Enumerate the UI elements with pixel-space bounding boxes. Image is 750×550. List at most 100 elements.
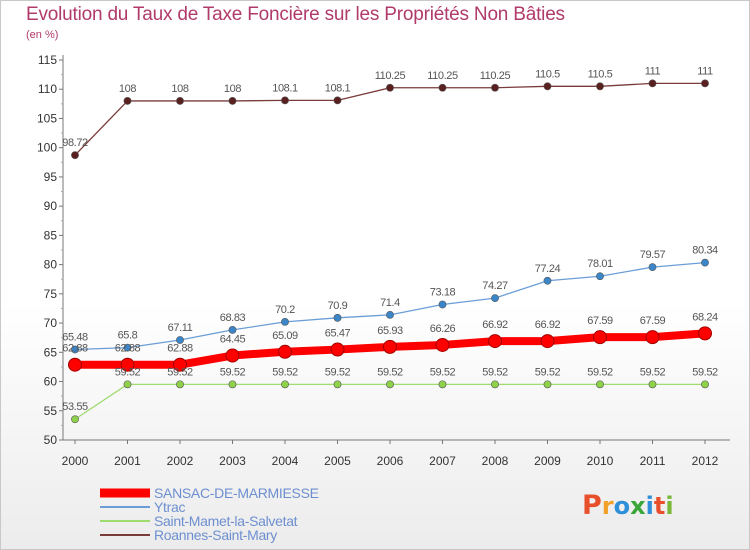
logo-letter: i [665, 492, 674, 520]
logo-letter: r [601, 492, 614, 520]
data-label-roannes-saint-mary: 108 [171, 83, 188, 95]
point-ytrac [123, 343, 132, 352]
data-label-sansac-de-marmiesse: 66.92 [482, 319, 508, 331]
y-tick-label: 80 [44, 258, 58, 272]
data-label-ytrac: 79.57 [640, 249, 666, 261]
x-tick-label: 2009 [534, 454, 561, 468]
data-label-roannes-saint-mary: 108 [224, 83, 241, 95]
logo-letter: o [613, 492, 631, 520]
data-label-ytrac: 78.01 [587, 258, 613, 270]
point-sansac-de-marmiesse [173, 357, 187, 372]
y-tick-label: 60 [44, 375, 58, 389]
y-tick-label: 50 [44, 433, 58, 447]
data-label-saint-mamet-la-salvetat: 59.52 [115, 366, 141, 378]
y-tick-label: 70 [44, 316, 58, 330]
point-roannes-saint-mary [438, 83, 447, 92]
data-label-sansac-de-marmiesse: 66.26 [430, 323, 456, 335]
data-label-saint-mamet-la-salvetat: 59.52 [430, 366, 456, 378]
y-tick-label: 100 [37, 141, 57, 155]
logo-letter: i [645, 492, 654, 520]
point-roannes-saint-mary [491, 83, 499, 92]
data-label-saint-mamet-la-salvetat: 59.52 [535, 366, 561, 378]
point-sansac-de-marmiesse [330, 342, 345, 357]
point-sansac-de-marmiesse [435, 337, 450, 352]
point-saint-mamet-la-salvetat [333, 380, 342, 389]
data-label-saint-mamet-la-salvetat: 59.52 [167, 366, 193, 378]
y-tick-label: 85 [44, 228, 58, 242]
data-label-ytrac: 68.83 [220, 312, 246, 324]
point-ytrac [596, 272, 604, 281]
data-label-saint-mamet-la-salvetat: 59.52 [587, 366, 613, 378]
data-label-roannes-saint-mary: 108.1 [325, 82, 351, 94]
point-ytrac [648, 263, 657, 272]
point-roannes-saint-mary [123, 97, 132, 105]
point-saint-mamet-la-salvetat [281, 380, 289, 389]
legend-swatch [100, 488, 150, 498]
legend-swatch [100, 534, 150, 536]
legend-label: Saint-Mamet-la-Salvetat [154, 513, 298, 529]
logo-letter: t [653, 492, 666, 520]
y-tick-label: 75 [44, 287, 58, 301]
data-label-roannes-saint-mary: 110.5 [535, 68, 560, 80]
y-tick-label: 55 [44, 404, 58, 418]
point-roannes-saint-mary [228, 97, 237, 105]
point-sansac-de-marmiesse [645, 330, 660, 345]
point-saint-mamet-la-salvetat [386, 380, 394, 389]
x-tick-label: 2006 [377, 454, 404, 468]
chart-subtitle: (en %) [26, 29, 59, 41]
data-label-saint-mamet-la-salvetat: 59.52 [220, 366, 246, 378]
x-tick-label: 2001 [114, 454, 141, 468]
point-ytrac [228, 326, 237, 334]
y-tick-label: 105 [37, 111, 57, 125]
data-label-ytrac: 70.9 [328, 300, 348, 312]
x-tick-label: 2003 [219, 454, 246, 468]
point-ytrac [333, 313, 342, 322]
data-label-ytrac: 65.8 [118, 330, 138, 342]
point-ytrac [281, 318, 289, 326]
legend: SANSAC-DE-MARMIESSE Ytrac Saint-Mamet-la-S… [100, 485, 400, 543]
point-roannes-saint-mary [281, 96, 289, 105]
data-label-sansac-de-marmiesse: 65.47 [325, 328, 351, 340]
legend-item-sansac-de-marmiesse: SANSAC-DE-MARMIESSE [100, 485, 400, 501]
point-sansac-de-marmiesse [225, 348, 240, 363]
data-label-roannes-saint-mary: 108 [119, 83, 136, 95]
data-label-sansac-de-marmiesse: 66.92 [535, 319, 561, 331]
data-label-saint-mamet-la-salvetat: 53.55 [62, 401, 88, 413]
point-ytrac [543, 276, 552, 285]
x-tick-label: 2012 [692, 454, 719, 468]
data-label-roannes-saint-mary: 110.5 [588, 68, 613, 80]
series-line-saint-mamet-la-salvetat [74, 383, 706, 420]
data-label-roannes-saint-mary: 110.25 [480, 70, 511, 82]
x-tick-label: 2000 [62, 454, 89, 468]
data-label-roannes-saint-mary: 108.1 [272, 82, 298, 94]
legend-swatch [100, 520, 150, 522]
data-label-sansac-de-marmiesse: 62.88 [115, 343, 141, 355]
data-label-ytrac: 71.4 [380, 297, 400, 309]
point-ytrac [176, 336, 184, 344]
chart-title: Evolution du Taux de Taxe Foncière sur l… [26, 4, 565, 25]
point-saint-mamet-la-salvetat [543, 380, 552, 389]
point-roannes-saint-mary [386, 83, 394, 92]
data-label-saint-mamet-la-salvetat: 59.52 [692, 366, 718, 378]
point-saint-mamet-la-salvetat [701, 380, 709, 389]
data-label-saint-mamet-la-salvetat: 59.52 [272, 366, 298, 378]
data-label-sansac-de-marmiesse: 62.88 [62, 343, 88, 355]
point-sansac-de-marmiesse [120, 357, 135, 372]
point-sansac-de-marmiesse [593, 330, 607, 345]
point-ytrac [386, 310, 394, 319]
legend-item-ytrac: Ytrac [100, 499, 400, 515]
point-ytrac [438, 300, 447, 309]
chart-axes: 50 55 60 65 70 75 80 85 90 95 100 105 110 115 2000 2001… [37, 53, 730, 468]
x-tick-label: 2011 [640, 454, 666, 468]
y-tick-label: 65 [44, 345, 58, 359]
point-sansac-de-marmiesse [698, 326, 712, 341]
point-roannes-saint-mary [176, 97, 184, 105]
data-label-sansac-de-marmiesse: 68.24 [692, 311, 718, 323]
point-ytrac [71, 345, 79, 354]
point-saint-mamet-la-salvetat [176, 380, 184, 389]
y-tick-label: 110 [38, 82, 57, 96]
point-saint-mamet-la-salvetat [648, 380, 657, 389]
series-line-roannes-saint-mary [74, 82, 706, 156]
point-saint-mamet-la-salvetat [491, 380, 499, 389]
